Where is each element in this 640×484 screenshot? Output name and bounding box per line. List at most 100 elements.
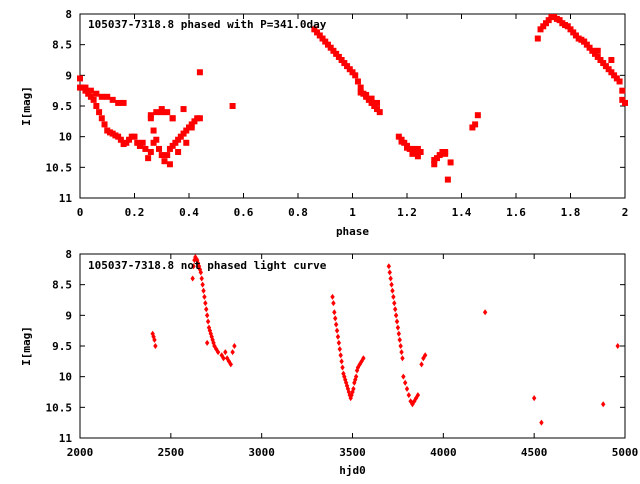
data-point [117,136,124,143]
x-tick-label: 0 [77,206,84,219]
data-point [327,44,334,51]
data-point [191,263,196,270]
data-point [205,318,211,325]
data-point [215,349,221,356]
x-tick-label: 1.6 [506,206,526,219]
data-point [193,254,198,261]
data-point [131,133,138,140]
data-point [199,275,204,282]
data-point [77,75,83,82]
data-point [322,38,329,45]
data-point [392,300,397,307]
data-series [77,14,628,183]
data-point [404,385,410,392]
data-point [474,112,481,119]
data-point [545,17,552,24]
data-point [134,139,141,146]
data-point [363,91,370,98]
data-point [570,29,577,36]
data-point [77,84,83,91]
data-point [616,78,623,85]
data-point [333,321,339,328]
x-tick-label: 3500 [339,446,366,459]
data-point [415,392,421,399]
data-point [414,145,421,152]
data-point [109,96,116,103]
data-point [201,287,206,294]
y-tick-label: 8 [65,8,72,21]
data-point [447,159,454,166]
data-point [386,263,392,270]
data-point [136,142,143,149]
data-point [90,96,97,103]
data-point [414,153,421,160]
x-tick-label: 2000 [67,446,94,459]
data-point [93,103,100,109]
data-point [175,149,182,155]
data-point [98,115,105,122]
data-point [586,44,593,51]
data-point [431,161,438,168]
data-point [232,343,237,349]
data-point [349,69,356,76]
data-point [404,144,410,151]
data-point [164,152,171,159]
data-point [482,309,488,316]
data-point [161,158,168,165]
data-point [93,90,100,97]
data-point [338,57,345,63]
data-point [120,99,127,106]
chart-1: 0 0.2 0.4 0.6 0.8 1 1.2 1.4 1.6 1.8 2 8 8.5 9 9.5 10 10.… [20,8,628,238]
x-tick-label: 1 [349,206,356,219]
y-tick-label: 9 [65,69,72,82]
plot-frame [79,253,626,439]
data-point [542,20,549,27]
data-point [190,275,195,282]
data-point [175,136,182,143]
data-point [338,352,343,359]
data-point [594,53,601,60]
data-point [597,57,604,63]
data-point [395,324,401,331]
data-point [394,318,400,325]
y-tick-label: 10.5 [46,161,73,174]
x-axis-label: hjd0 [339,464,366,477]
data-point [399,349,404,356]
data-point [540,23,547,30]
data-point [337,346,342,353]
data-point [180,130,187,137]
y-tick-label: 8 [65,248,72,261]
data-point [153,109,160,116]
data-point [353,373,359,380]
data-point [361,355,366,362]
data-point [196,263,202,270]
data-point [335,53,342,60]
data-point [152,336,157,343]
y-tick-label: 11 [59,192,73,205]
data-point [605,66,612,73]
data-point [389,281,394,288]
data-point [402,379,408,386]
data-point [324,41,331,48]
x-tick-label: 2 [622,206,629,219]
x-tick-label: 0.4 [179,206,199,219]
data-point [142,145,149,152]
data-point [436,152,443,159]
data-point [147,115,154,122]
x-tick-label: 1.8 [561,206,581,219]
data-point [409,145,416,152]
data-point [319,35,326,42]
x-tick-label: 2500 [158,446,185,459]
plot-frame [79,13,626,199]
data-point [188,124,195,131]
data-point [153,136,160,143]
y-axis-label: I[mag] [20,86,33,126]
data-point [206,324,212,331]
x-axis-label: phase [336,225,369,238]
data-point [422,352,428,359]
data-point [339,358,344,365]
data-point [368,99,375,106]
x-tick-label: 5000 [612,446,639,459]
data-point [368,95,375,102]
